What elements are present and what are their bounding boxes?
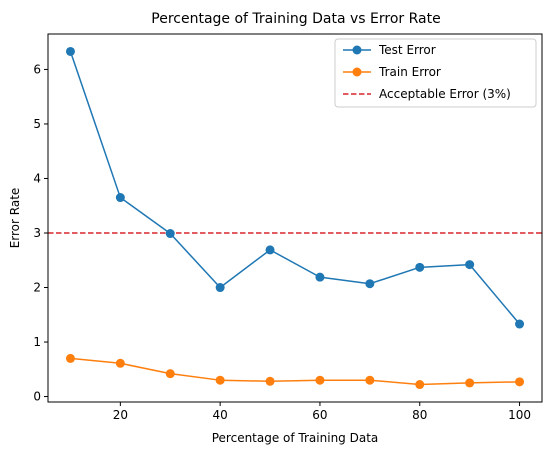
- test-error-line: [69, 51, 521, 325]
- legend-acceptable-error-label: Acceptable Error (3%): [379, 87, 511, 101]
- test-error-point: [365, 279, 375, 289]
- legend-test-error-marker: [352, 45, 362, 55]
- train-error-point: [515, 377, 525, 387]
- test-error-point: [515, 319, 525, 329]
- test-error-point: [315, 272, 325, 282]
- train-error-point: [265, 376, 275, 386]
- x-axis-label: Percentage of Training Data: [212, 431, 379, 445]
- train-error-point: [415, 380, 425, 390]
- axes-frame: [47, 33, 543, 403]
- train-error-point: [315, 375, 325, 385]
- train-error-point: [365, 375, 375, 385]
- test-error-point: [115, 193, 125, 203]
- train-error-point: [165, 369, 175, 379]
- y-axis-label: Error Rate: [8, 188, 22, 249]
- test-error-point: [415, 262, 425, 272]
- train-error-line: [70, 357, 520, 386]
- y-tick-label: 2: [33, 281, 41, 295]
- test-error-point: [465, 260, 475, 270]
- train-error-point: [465, 378, 475, 388]
- train-error-point: [115, 358, 125, 368]
- x-tick-label: 100: [508, 408, 531, 422]
- y-tick-label: 1: [33, 335, 41, 349]
- x-tick-label: 20: [113, 408, 128, 422]
- y-tick-label: 6: [33, 62, 41, 76]
- x-tick-label: 60: [312, 408, 327, 422]
- y-tick-label: 5: [33, 117, 41, 131]
- y-tick-label: 3: [33, 226, 41, 240]
- test-error-point: [65, 46, 75, 56]
- legend-test-error-label: Test Error: [378, 43, 436, 57]
- legend-train-error-label: Train Error: [378, 65, 441, 79]
- train-error-point: [215, 375, 225, 385]
- test-error-point: [265, 245, 275, 255]
- legend-box: [334, 38, 537, 108]
- test-error-point: [215, 283, 225, 293]
- x-tick-label: 40: [213, 408, 228, 422]
- train-error-point: [65, 353, 75, 363]
- legend: Test Error Train Error Acceptable Error …: [334, 38, 537, 108]
- test-error-point: [165, 229, 175, 239]
- y-tick-label: 0: [33, 390, 41, 404]
- legend-train-error-marker: [352, 67, 362, 77]
- x-tick-label: 80: [412, 408, 427, 422]
- y-tick-label: 4: [33, 171, 41, 185]
- chart-title: Percentage of Training Data vs Error Rat…: [151, 11, 440, 27]
